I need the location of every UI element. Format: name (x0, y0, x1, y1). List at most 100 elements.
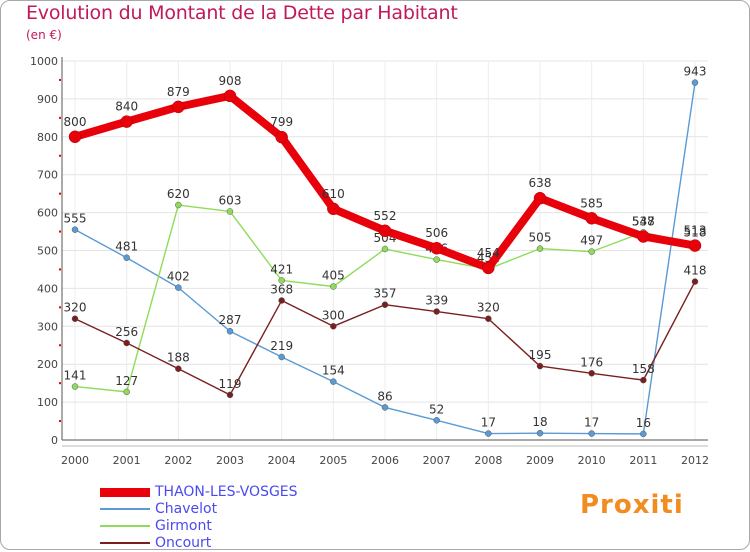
data-point (175, 365, 182, 372)
y-minor-tick (59, 78, 61, 81)
chart-title: Evolution du Montant de la Dette par Hab… (26, 2, 458, 24)
data-label: 402 (167, 270, 190, 284)
data-point (640, 376, 647, 384)
data-point (381, 301, 389, 308)
data-point (175, 284, 182, 291)
data-point (68, 130, 82, 144)
data-point (482, 261, 495, 275)
data-label: 256 (115, 325, 138, 339)
y-tick-label: 400 (37, 282, 58, 295)
line-chart: 0 100 200 300 400 500 600 700 800 900 1000 2000 2001… (30, 55, 709, 467)
data-point (278, 277, 285, 284)
data-label: 552 (374, 209, 397, 223)
data-point (175, 201, 182, 209)
x-tick-label: 2002 (164, 454, 192, 467)
data-label: 610 (322, 187, 345, 201)
data-point (71, 226, 79, 233)
x-tick-label: 2004 (268, 454, 296, 467)
legend-label-oncourt: Oncourt (155, 535, 212, 551)
y-minor-tick (59, 116, 61, 119)
data-point (536, 245, 544, 252)
data-label: 158 (632, 362, 655, 376)
data-point (691, 79, 699, 86)
x-tick-label: 2011 (629, 454, 657, 467)
data-point (588, 248, 595, 255)
data-label: 943 (684, 65, 707, 79)
data-label: 548 (632, 214, 655, 228)
data-point (378, 224, 392, 238)
y-minor-tick (59, 382, 61, 385)
data-label: 585 (580, 196, 603, 210)
data-label: 17 (481, 416, 496, 430)
data-point (433, 256, 440, 263)
y-tick-label: 800 (37, 131, 58, 144)
data-label: 18 (532, 415, 547, 429)
data-point (120, 115, 133, 128)
data-point (123, 339, 130, 347)
y-minor-tick (59, 268, 61, 271)
data-point (536, 362, 544, 370)
x-tick-label: 2005 (319, 454, 347, 467)
y-tick-label: 900 (37, 93, 58, 106)
data-point (327, 202, 340, 216)
data-label: 320 (477, 301, 500, 315)
x-tick-label: 2000 (61, 454, 89, 467)
y-tick-label: 100 (37, 396, 58, 409)
data-label: 287 (219, 313, 242, 327)
x-tick-label: 2006 (371, 454, 399, 467)
data-point (585, 212, 598, 225)
x-tick-label: 2003 (216, 454, 244, 467)
data-label: 513 (684, 224, 707, 238)
data-point (381, 245, 389, 253)
data-point (223, 89, 237, 103)
legend-swatch-chavelot (100, 508, 150, 510)
data-label: 127 (115, 374, 138, 388)
data-label: 908 (219, 74, 242, 88)
data-point (172, 100, 185, 114)
x-tick-label: 2001 (113, 454, 141, 467)
y-tick-label: 700 (37, 169, 58, 182)
data-label: 176 (580, 355, 603, 369)
data-label: 141 (64, 369, 87, 383)
y-tick-label: 600 (37, 207, 58, 220)
data-point (123, 388, 130, 396)
y-tick-label: 1000 (30, 55, 58, 68)
data-point (275, 130, 288, 144)
data-point (71, 383, 79, 390)
data-point (71, 315, 79, 322)
data-label: 603 (219, 193, 242, 207)
data-label: 638 (529, 176, 552, 190)
y-minor-tick (59, 306, 61, 309)
data-label: 16 (636, 416, 651, 430)
data-label: 357 (374, 287, 397, 301)
data-label: 555 (64, 212, 87, 226)
data-point (433, 308, 440, 315)
data-label: 454 (477, 246, 500, 260)
data-label: 368 (270, 283, 293, 297)
data-label: 17 (584, 416, 599, 430)
data-label: 219 (270, 339, 293, 353)
y-minor-tick (59, 192, 61, 195)
data-label: 481 (115, 240, 138, 254)
legend-swatch-girmont (100, 525, 150, 527)
data-label: 505 (529, 231, 552, 245)
y-tick-label: 0 (51, 434, 58, 447)
data-point (381, 404, 389, 411)
data-label: 86 (377, 389, 392, 403)
data-point (588, 430, 595, 437)
data-label: 195 (529, 348, 552, 362)
proxiti-logo: Proxiti (580, 490, 684, 520)
x-tick-label: 2007 (423, 454, 451, 467)
data-label: 188 (167, 351, 190, 365)
data-label: 421 (270, 262, 293, 276)
data-label: 518 (684, 226, 707, 240)
legend-swatch-oncourt (100, 542, 150, 544)
data-point (226, 327, 234, 335)
data-point (588, 370, 595, 377)
data-label: 799 (270, 115, 293, 129)
y-tick-label: 500 (37, 245, 58, 258)
x-tick-label: 2010 (578, 454, 606, 467)
data-label: 537 (632, 214, 655, 228)
y-tick-label: 300 (37, 320, 58, 333)
